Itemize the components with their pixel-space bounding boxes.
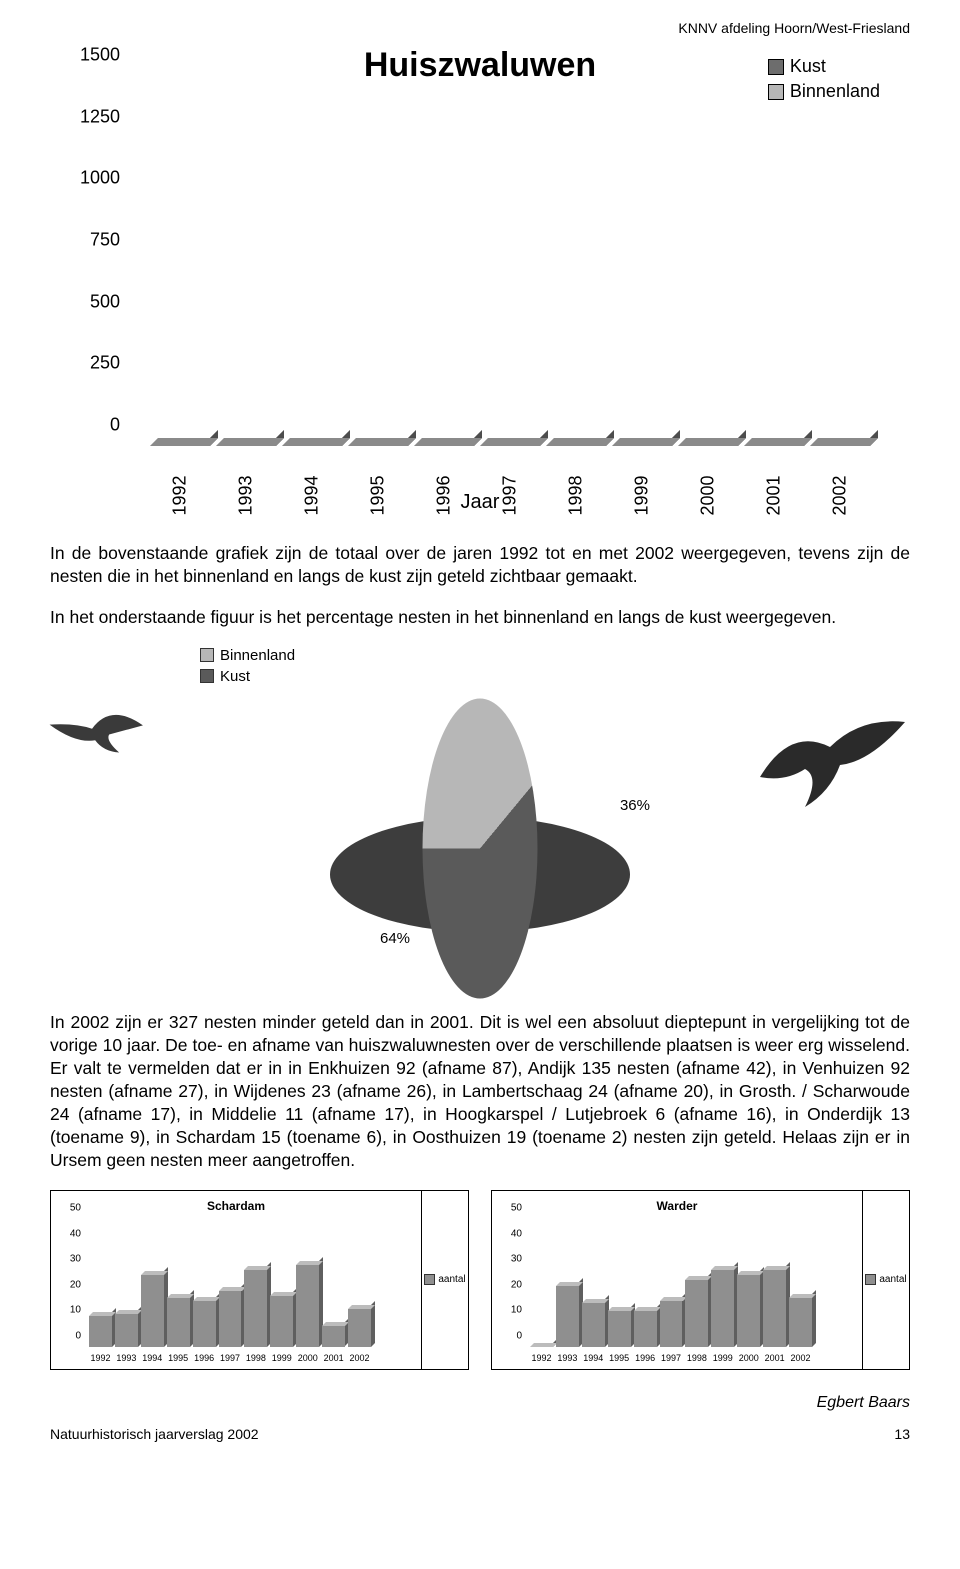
small-chart-schardam-legend: aantal [422,1190,469,1370]
sc-y-tick: 30 [511,1254,522,1265]
header-organization: KNNV afdeling Hoorn/West-Friesland [50,20,910,36]
sc-x-label: 1996 [634,1353,657,1363]
pie-legend-binnenland-swatch [200,648,214,662]
author-name: Egbert Baars [50,1394,910,1412]
sc-bar [270,1219,293,1347]
sc-x-label: 2000 [737,1353,760,1363]
sc-x-label: 1999 [711,1353,734,1363]
sc-x-label: 1994 [141,1353,164,1363]
main-chart-x-labels: 1992199319941995199619971998199920002001… [140,467,880,488]
sc-bar [660,1219,683,1347]
paragraph-1: In de bovenstaande grafiek zijn de totaa… [50,542,910,588]
sc-bar [763,1219,786,1347]
sc-bar [141,1219,164,1347]
sc-bar [530,1219,553,1347]
sc-x-label: 1997 [219,1353,242,1363]
page: KNNV afdeling Hoorn/West-Friesland Huisz… [0,0,960,1482]
pie-slice-label-binnenland: 36% [620,797,650,814]
pie-legend-kust-label: Kust [220,668,250,685]
sc-bar [322,1219,345,1347]
sc-bar [685,1219,708,1347]
sc-bar [296,1219,319,1347]
legend-kust-swatch [768,59,784,75]
sc-x-label: 2002 [348,1353,371,1363]
y-tick: 750 [90,230,120,251]
legend-kust-label: Kust [790,56,826,77]
sc-y-tick: 0 [75,1330,81,1341]
sc-y-tick: 20 [70,1279,81,1290]
y-tick: 1000 [80,168,120,189]
sc-bar [556,1219,579,1347]
y-tick: 250 [90,353,120,374]
small-chart-warder-legend: aantal [863,1190,910,1370]
sc-y-tick: 40 [70,1228,81,1239]
sc-x-label: 1994 [582,1353,605,1363]
pie-disc [423,698,538,998]
sc-y-tick: 0 [516,1330,522,1341]
page-footer: Natuurhistorisch jaarverslag 2002 13 [50,1426,910,1442]
sc-x-label: 1998 [244,1353,267,1363]
sc-y-tick: 30 [70,1254,81,1265]
small-chart-schardam-title: Schardam [61,1199,411,1213]
sc-x-label: 1993 [115,1353,138,1363]
sc-bar [348,1219,371,1347]
sc-bar [244,1219,267,1347]
footer-left: Natuurhistorisch jaarverslag 2002 [50,1426,259,1442]
paragraph-2: In het onderstaande figuur is het percen… [50,606,910,629]
pie-chart: 36% 64% [310,717,650,947]
y-tick: 1250 [80,106,120,127]
sc-y-tick: 10 [70,1305,81,1316]
sc-y-tick: 40 [511,1228,522,1239]
sc-x-label: 1995 [608,1353,631,1363]
sc-x-label: 2001 [763,1353,786,1363]
pie-chart-section: Binnenland Kust 36% 64% [50,647,910,987]
small-chart-warder: Warder 01020304050 199219931994199519961… [491,1190,863,1370]
paragraph-3: In 2002 zijn er 327 nesten minder geteld… [50,1011,910,1173]
y-tick: 0 [110,415,120,436]
sc-x-label: 2000 [296,1353,319,1363]
sc-bar [193,1219,216,1347]
sc-x-label: 1998 [685,1353,708,1363]
sc-x-label: 1995 [167,1353,190,1363]
sc-x-label: 2001 [322,1353,345,1363]
sc-x-label: 1999 [270,1353,293,1363]
sc-bar [89,1219,112,1347]
y-tick: 500 [90,291,120,312]
small-chart-schardam: Schardam 01020304050 1992199319941995199… [50,1190,422,1370]
sc-x-label: 1996 [193,1353,216,1363]
main-bar-chart: Huiszwaluwen Kust Binnenland 02505007501… [50,46,910,506]
sc-bar [634,1219,657,1347]
sc-x-label: 1992 [89,1353,112,1363]
sc-x-label: 1993 [556,1353,579,1363]
sc-x-label: 1992 [530,1353,553,1363]
bird-illustration-left [41,685,159,792]
main-chart-y-axis: 0250500750100012501500 [60,76,130,446]
sc-x-label: 2002 [789,1353,812,1363]
sc-bar [115,1219,138,1347]
pie-legend: Binnenland Kust [200,647,295,689]
sc-bar [789,1219,812,1347]
sc-bar [608,1219,631,1347]
main-chart-x-title: Jaar [50,491,910,514]
sc-y-tick: 50 [511,1202,522,1213]
sc-bar [219,1219,242,1347]
sc-x-label: 1997 [660,1353,683,1363]
pie-slice-label-kust: 64% [380,930,410,947]
sc-bar [711,1219,734,1347]
sc-bar [582,1219,605,1347]
footer-page-number: 13 [894,1426,910,1442]
sc-bar [737,1219,760,1347]
main-chart-plot [140,76,880,446]
pie-legend-binnenland-label: Binnenland [220,647,295,664]
sc-bar [167,1219,190,1347]
small-chart-warder-title: Warder [502,1199,852,1213]
sc-y-tick: 10 [511,1305,522,1316]
bird-illustration-right [750,707,910,849]
small-charts-row: Schardam 01020304050 1992199319941995199… [50,1190,910,1370]
sc-y-tick: 20 [511,1279,522,1290]
sc-y-tick: 50 [70,1202,81,1213]
y-tick: 1500 [80,45,120,66]
pie-legend-kust-swatch [200,669,214,683]
